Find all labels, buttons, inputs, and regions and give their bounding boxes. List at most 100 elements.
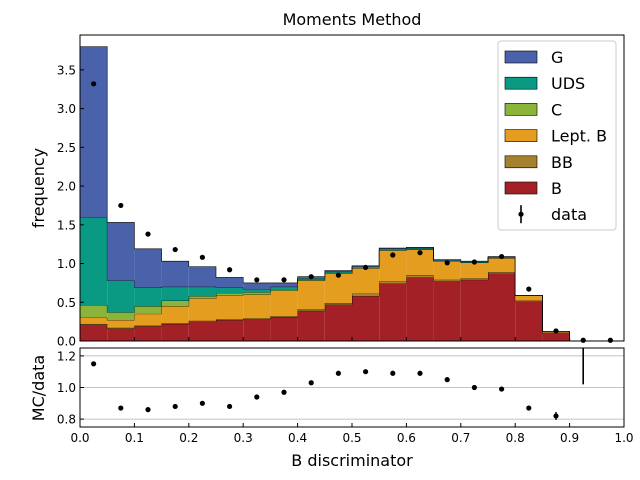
- x-tick-label: 0.5: [342, 431, 361, 445]
- ratio-point: [471, 384, 477, 391]
- legend-swatch-c: [504, 103, 538, 116]
- bar-uds: [270, 286, 298, 290]
- bar-b: [243, 319, 271, 341]
- y-tick-label: 0.5: [57, 296, 76, 310]
- bar-uds: [324, 271, 352, 273]
- bar-bb: [188, 320, 216, 322]
- bar-uds: [188, 286, 216, 297]
- ratio-point: [281, 389, 287, 395]
- bar-c: [243, 292, 271, 295]
- bar-c: [297, 279, 325, 281]
- legend-swatch-b: [504, 181, 538, 195]
- data-point: [444, 260, 450, 266]
- bar-bb: [107, 327, 135, 329]
- legend-label-b: B: [551, 179, 562, 198]
- bar-uds: [107, 280, 135, 313]
- main-panel: Moments Method 0.00.51.01.52.02.53.03.5 …: [29, 10, 625, 349]
- data-point: [91, 81, 97, 87]
- data-point: [172, 246, 178, 253]
- bar-b: [433, 281, 461, 341]
- ratio-y-tick-label: 0.8: [57, 413, 76, 427]
- bar-uds: [80, 217, 108, 306]
- ratio-point: [526, 405, 532, 411]
- ratio-point: [254, 394, 260, 400]
- bar-bb: [433, 279, 461, 282]
- ratio-point: [417, 370, 423, 376]
- bar-b: [352, 296, 380, 341]
- bar-bb: [406, 275, 434, 278]
- chart-title: Moments Method: [283, 10, 422, 29]
- bar-bb: [515, 300, 543, 302]
- y-tick-label: 0.0: [57, 335, 76, 349]
- ratio-x-axis: 0.0 0.1 0.2 0.3 0.4 0.5 0.6 0.7 0.8 0.9 1.0: [70, 423, 634, 445]
- ratio-panel: 0.8 1.0 1.2 0.0 0.1 0.2 0.3 0.4 0.5 0.6 0.7 0.8 0.9…: [29, 347, 634, 470]
- x-tick-label: 0.2: [179, 431, 198, 445]
- bar-bb: [460, 278, 488, 280]
- bar-lept-b: [488, 258, 516, 273]
- ratio-point: [199, 400, 205, 406]
- bar-lept-b: [297, 280, 325, 310]
- y-tick-label: 2.5: [57, 141, 76, 155]
- bar-bb: [134, 325, 162, 327]
- bar-g: [80, 46, 108, 218]
- bar-bb: [379, 281, 407, 284]
- bar-b: [460, 279, 488, 341]
- bar-lept-b: [324, 273, 352, 304]
- legend-label-bb: BB: [551, 153, 573, 172]
- bar-lept-b: [433, 261, 461, 280]
- bar-c: [270, 289, 298, 291]
- x-tick-label: 0.4: [288, 431, 307, 445]
- legend-swatch-uds: [504, 76, 538, 90]
- bar-b: [324, 304, 352, 341]
- bar-b: [161, 323, 189, 341]
- main-y-label: frequency: [29, 148, 48, 228]
- data-point: [335, 272, 341, 278]
- bar-bb: [297, 309, 325, 311]
- bar-lept-b: [161, 306, 189, 324]
- bar-bb: [352, 293, 380, 297]
- legend-label-lept-b: Lept. B: [551, 127, 607, 146]
- bar-b: [515, 301, 543, 341]
- bar-lept-b: [80, 317, 108, 324]
- bar-b: [107, 328, 135, 341]
- bar-bb: [161, 323, 189, 324]
- bar-lept-b: [460, 262, 488, 279]
- y-tick-label: 3.5: [57, 63, 76, 77]
- data-point: [580, 337, 586, 343]
- bar-g: [188, 266, 216, 287]
- legend-label-data: data: [551, 205, 587, 224]
- bar-g: [243, 282, 271, 290]
- ratio-point: [227, 403, 233, 410]
- bar-lept-b: [352, 268, 380, 294]
- bar-bb: [488, 272, 516, 274]
- y-tick-label: 1.0: [57, 257, 76, 271]
- bar-g: [270, 282, 298, 287]
- bar-lept-b: [216, 295, 244, 320]
- legend-label-g: G: [551, 48, 563, 67]
- legend-label-uds: UDS: [551, 74, 585, 93]
- bar-c: [161, 300, 189, 307]
- bar-lept-b: [515, 295, 543, 301]
- data-point: [417, 250, 423, 256]
- data-point: [471, 259, 477, 265]
- ratio-point: [172, 403, 178, 410]
- data-point: [118, 202, 124, 209]
- ratio-y-tick-label: 1.0: [57, 381, 76, 395]
- x-axis-label: B discriminator: [291, 451, 413, 470]
- y-tick-label: 2.0: [57, 180, 76, 194]
- bar-lept-b: [243, 294, 271, 319]
- data-point: [390, 252, 396, 258]
- ratio-y-axis: 0.8 1.0 1.2: [57, 349, 84, 427]
- bar-g: [379, 248, 407, 249]
- data-point: [254, 277, 260, 283]
- data-point: [553, 328, 559, 334]
- data-point: [308, 274, 314, 280]
- y-tick-label: 1.5: [57, 218, 76, 232]
- x-tick-label: 1.0: [614, 431, 633, 445]
- data-points: [91, 81, 614, 343]
- bar-uds: [379, 248, 407, 251]
- data-point: [363, 264, 369, 271]
- ratio-points: [91, 348, 585, 420]
- ratio-point: [118, 405, 124, 411]
